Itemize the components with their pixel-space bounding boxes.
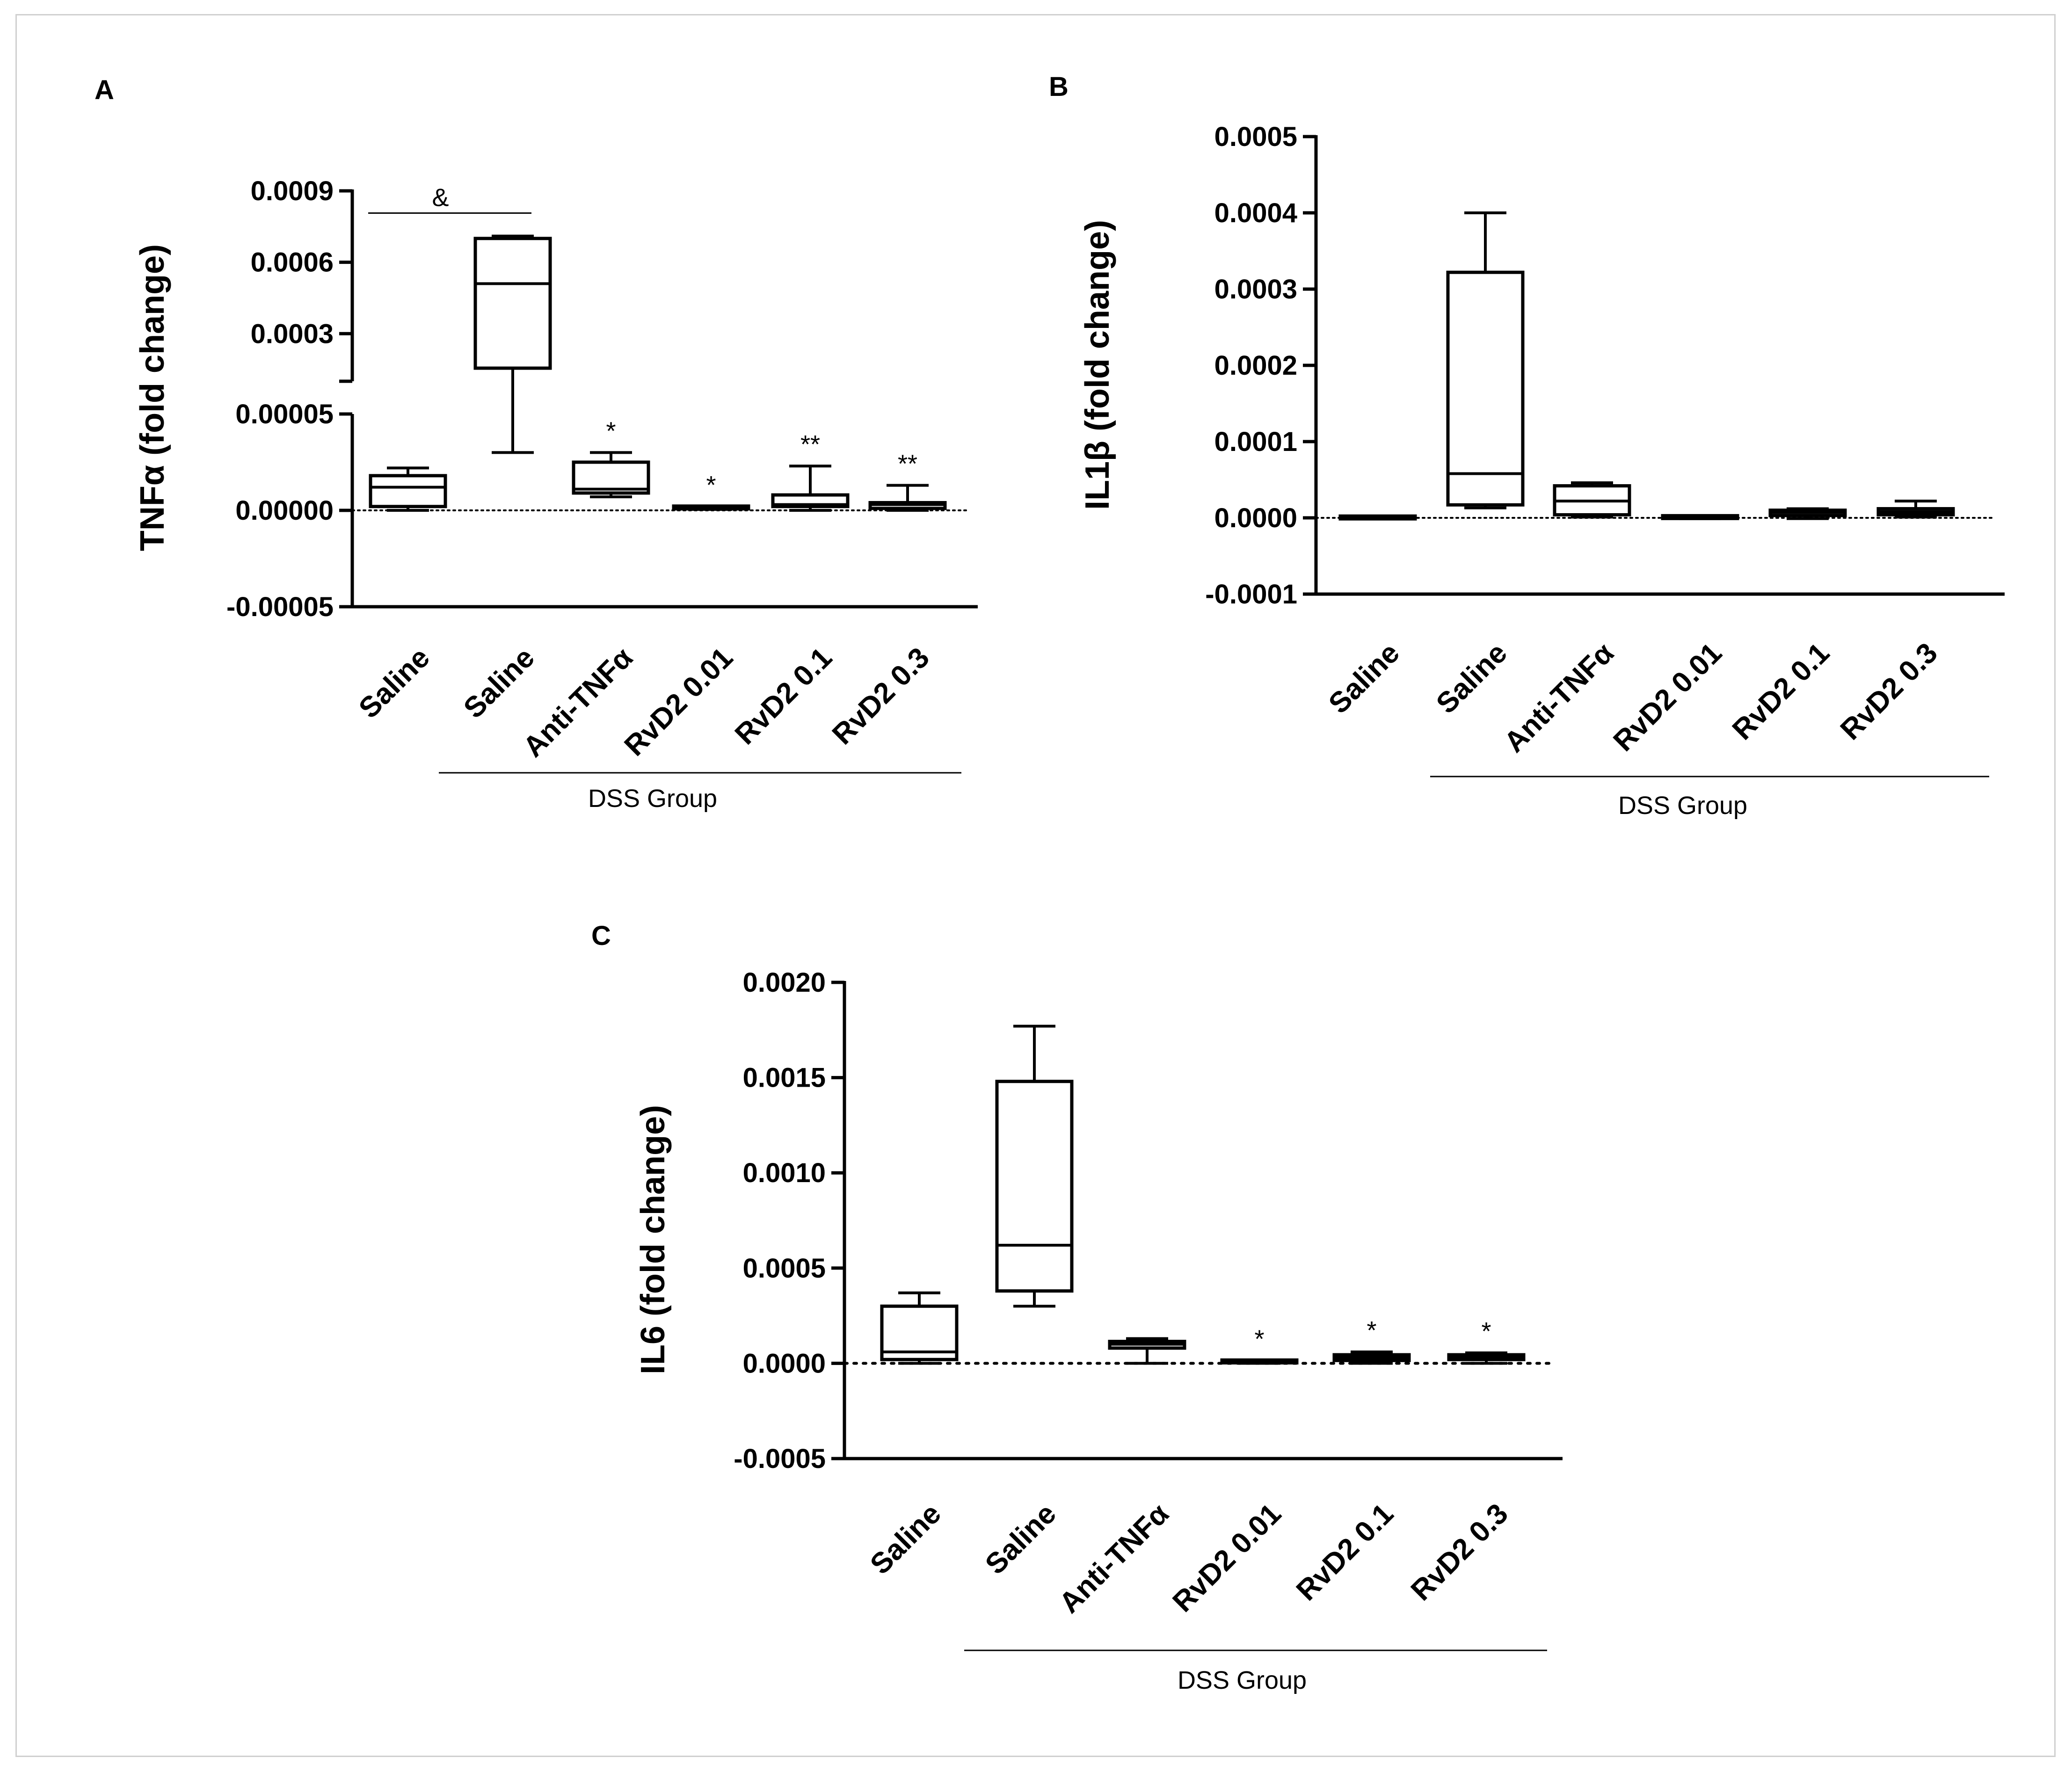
- significance-marker: *: [1481, 1317, 1491, 1345]
- box-2: [473, 234, 552, 454]
- y-tick-label: 0.0009: [251, 176, 334, 206]
- category-label: Saline: [979, 1497, 1062, 1581]
- y-tick-label: 0.0015: [743, 1063, 826, 1093]
- box-3: [1108, 1337, 1186, 1365]
- box-4: [1661, 514, 1739, 520]
- significance-marker: **: [898, 450, 917, 478]
- comparison-label: &: [432, 183, 449, 211]
- box-iqr: [369, 474, 447, 508]
- y-tick-label: -0.0005: [734, 1444, 826, 1474]
- y-axis-label: IL6 (fold change): [634, 1105, 672, 1374]
- box-iqr: [995, 1080, 1074, 1293]
- panel-c: C 0.0020 0.0015 0.0010 0.0005 0.0000 -0.0005 IL…: [591, 921, 1563, 1694]
- box-4: *: [672, 471, 750, 511]
- y-tick-label: 0.00000: [235, 495, 334, 526]
- box-1: [1338, 514, 1417, 521]
- box-5: [1768, 507, 1847, 520]
- y-tick-label: -0.0001: [1205, 579, 1297, 610]
- panel-letter: C: [591, 921, 611, 951]
- category-label: RvD2 0.3: [826, 641, 936, 751]
- significance-marker: **: [800, 430, 820, 458]
- box-5: *: [1332, 1316, 1411, 1365]
- category-label: Saline: [1430, 637, 1513, 720]
- y-tick-label: 0.0005: [1214, 122, 1297, 152]
- significance-marker: *: [1367, 1316, 1376, 1344]
- y-tick-label: 0.0004: [1214, 198, 1297, 228]
- category-label: RvD2 0.1: [729, 641, 838, 751]
- y-tick-label: 0.0003: [251, 319, 334, 349]
- box-2: [1446, 211, 1525, 509]
- significance-marker: *: [1254, 1325, 1264, 1353]
- category-label: RvD2 0.3: [1834, 637, 1944, 746]
- box-iqr: [1446, 270, 1525, 507]
- category-label: RvD2 0.01: [1167, 1497, 1287, 1618]
- y-tick-label: 0.0010: [743, 1158, 826, 1188]
- box-6: [1876, 500, 1955, 519]
- y-tick-label: 0.0006: [251, 247, 334, 278]
- panel-letter: A: [95, 75, 114, 105]
- category-label: Anti-TNFα: [1498, 637, 1620, 759]
- y-tick-label: 0.0005: [743, 1253, 826, 1284]
- box-1: [880, 1291, 959, 1365]
- y-tick-label: 0.0002: [1214, 350, 1297, 381]
- y-tick-label: -0.00005: [226, 592, 334, 622]
- box-3: [1553, 481, 1631, 519]
- box-6: **: [868, 450, 947, 512]
- box-3: *: [572, 417, 650, 499]
- category-label: Saline: [353, 641, 436, 725]
- y-tick-label: 0.0003: [1214, 274, 1297, 305]
- y-tick-label: 0.0000: [743, 1348, 826, 1379]
- category-label: Saline: [864, 1497, 947, 1581]
- y-axis-label: TNFα (fold change): [134, 244, 171, 551]
- category-label: Saline: [458, 641, 541, 725]
- category-label: Anti-TNFα: [1053, 1497, 1175, 1619]
- group-label: DSS Group: [588, 784, 717, 813]
- category-label: RvD2 0.1: [1726, 637, 1836, 746]
- y-tick-label: 0.0020: [743, 967, 826, 998]
- box-5: **: [771, 430, 850, 512]
- box-2: [995, 1024, 1074, 1308]
- y-tick-label: 0.00005: [235, 399, 334, 429]
- box-1: [369, 466, 447, 512]
- category-label: RvD2 0.3: [1405, 1497, 1514, 1607]
- panel-b: B 0.0005 0.0004 0.0003 0.0002 0.0001 0.0000 -0.…: [1049, 72, 2005, 820]
- y-tick-label: 0.0000: [1214, 503, 1297, 533]
- y-axis-label: IL1β (fold change): [1079, 220, 1116, 510]
- category-label: RvD2 0.01: [1607, 637, 1728, 757]
- panel-letter: B: [1049, 72, 1069, 102]
- y-tick-label: 0.0001: [1214, 427, 1297, 457]
- panel-a: A 0.0009 0.0006 0.0003 0.00005 0.00000 -0.0000…: [95, 75, 978, 813]
- box-4: *: [1220, 1325, 1299, 1365]
- category-label: RvD2 0.01: [618, 641, 739, 762]
- group-label: DSS Group: [1178, 1666, 1307, 1694]
- figure-frame: [15, 14, 2056, 1757]
- category-label: RvD2 0.1: [1290, 1497, 1400, 1607]
- box-iqr: [473, 237, 552, 370]
- significance-marker: *: [606, 417, 616, 445]
- category-label: Saline: [1323, 637, 1406, 720]
- significance-marker: *: [706, 471, 716, 499]
- group-label: DSS Group: [1618, 792, 1747, 820]
- box-6: *: [1447, 1317, 1526, 1365]
